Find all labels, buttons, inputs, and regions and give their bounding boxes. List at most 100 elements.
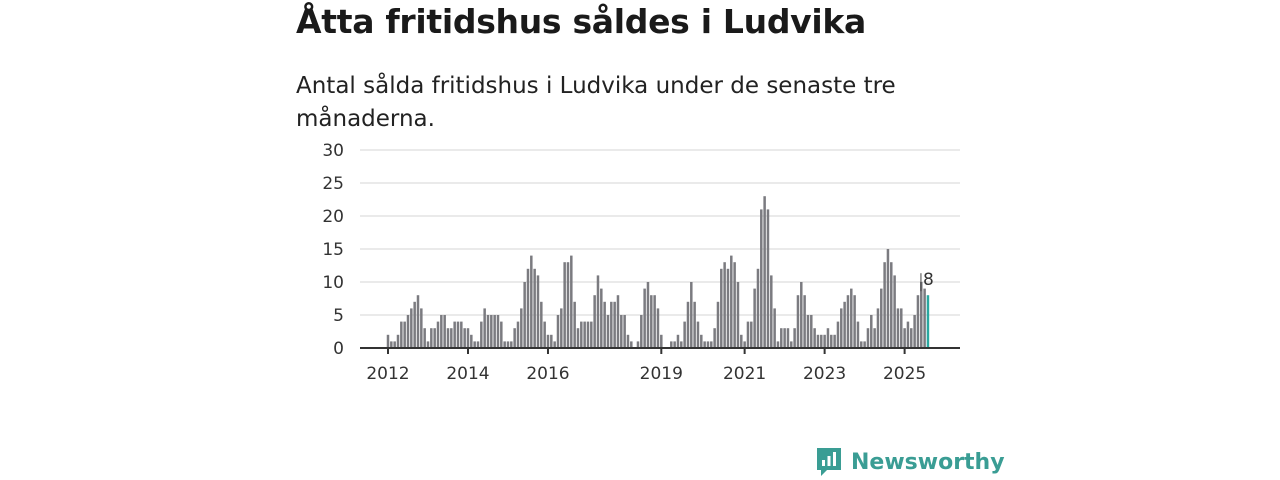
bar xyxy=(426,341,430,348)
y-tick-label: 10 xyxy=(322,273,344,293)
bar xyxy=(920,282,923,348)
bar xyxy=(496,315,500,348)
bar xyxy=(516,321,520,348)
bar xyxy=(600,288,603,348)
bar xyxy=(780,328,783,348)
bar xyxy=(510,341,513,348)
bar xyxy=(606,315,610,348)
bar xyxy=(423,328,426,348)
bar xyxy=(696,321,700,348)
bar xyxy=(820,334,823,348)
bar xyxy=(420,308,423,348)
bar xyxy=(500,321,503,348)
bar xyxy=(733,262,736,348)
bar xyxy=(913,315,916,348)
bar xyxy=(890,262,893,348)
bar xyxy=(456,321,460,348)
bar xyxy=(700,334,703,348)
bar xyxy=(863,341,866,348)
bar xyxy=(400,321,403,348)
bar xyxy=(603,301,606,348)
bar xyxy=(806,315,810,348)
bar xyxy=(766,209,770,348)
x-tick-label: 2014 xyxy=(446,364,489,384)
bar xyxy=(853,295,856,348)
chart-subtitle: Antal sålda fritidshus i Ludvika under d… xyxy=(296,73,896,132)
bar xyxy=(433,328,436,348)
bar xyxy=(836,321,840,348)
bar xyxy=(870,315,873,348)
y-tick-label: 5 xyxy=(333,306,344,326)
bar xyxy=(770,275,773,348)
brand-name: Newsworthy xyxy=(851,449,1005,475)
bar xyxy=(690,282,693,348)
bar xyxy=(783,328,786,348)
bar xyxy=(646,282,650,348)
bar xyxy=(596,275,600,348)
bar xyxy=(453,321,456,348)
bar xyxy=(590,321,593,348)
y-tick-label: 15 xyxy=(322,240,344,260)
x-tick-label: 2012 xyxy=(366,364,409,384)
bar xyxy=(740,334,743,348)
bar xyxy=(546,334,550,348)
bar xyxy=(466,328,470,348)
bar xyxy=(776,341,780,348)
bar xyxy=(673,341,676,348)
bar xyxy=(560,308,563,348)
bar xyxy=(736,282,740,348)
bar xyxy=(586,321,590,348)
bar xyxy=(903,328,906,348)
bar xyxy=(623,315,626,348)
bar xyxy=(493,315,496,348)
bar xyxy=(430,328,433,348)
value-annotation: 8 xyxy=(923,270,934,290)
bar xyxy=(566,262,570,348)
bar xyxy=(790,341,793,348)
bar xyxy=(676,334,680,348)
bar xyxy=(720,268,723,348)
bar xyxy=(486,315,490,348)
bar xyxy=(620,315,623,348)
bar xyxy=(846,295,850,348)
bar xyxy=(643,288,646,348)
bar xyxy=(726,268,730,348)
bar xyxy=(760,209,763,348)
bar xyxy=(530,255,533,348)
bar xyxy=(910,328,913,348)
bar xyxy=(483,308,486,348)
x-tick-label: 2016 xyxy=(526,364,569,384)
bar xyxy=(916,295,920,348)
bar xyxy=(883,262,886,348)
bar xyxy=(893,275,896,348)
bar xyxy=(556,315,560,348)
bar xyxy=(873,328,876,348)
bar xyxy=(686,301,690,348)
bar xyxy=(880,288,883,348)
bar xyxy=(856,321,860,348)
bar xyxy=(876,308,880,348)
bar xyxy=(826,328,830,348)
bar xyxy=(656,308,660,348)
bar xyxy=(830,334,833,348)
bar xyxy=(756,268,760,348)
bar xyxy=(693,301,696,348)
bar xyxy=(640,315,643,348)
bar xyxy=(703,341,706,348)
bar xyxy=(670,341,673,348)
bar xyxy=(406,315,410,348)
bar xyxy=(386,334,390,348)
bar xyxy=(460,321,463,348)
newsworthy-logo-icon xyxy=(817,448,841,476)
bar xyxy=(900,308,903,348)
bar xyxy=(743,341,746,348)
bar xyxy=(396,334,400,348)
bar xyxy=(793,328,796,348)
bar xyxy=(803,295,806,348)
y-tick-label: 30 xyxy=(322,141,344,161)
bar xyxy=(526,268,530,348)
x-tick-label: 2019 xyxy=(640,364,683,384)
bar xyxy=(393,341,396,348)
bar xyxy=(613,301,616,348)
